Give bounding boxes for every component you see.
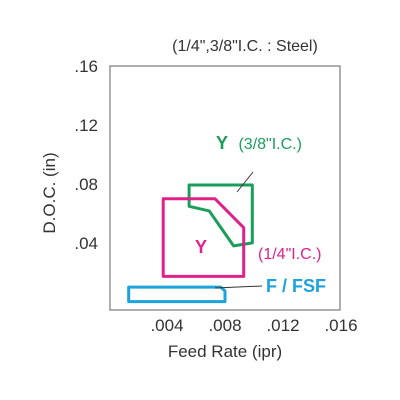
leader-line-f-fsf <box>214 285 263 289</box>
chart-title: (1/4",3/8"I.C. : Steel) <box>172 38 318 55</box>
regions <box>127 183 254 304</box>
label-f-fsf: F / FSF <box>266 276 326 296</box>
y-tick-label: .08 <box>74 175 98 194</box>
region-y-3-8-ic <box>187 183 254 248</box>
x-tick-label: .016 <box>324 316 357 335</box>
plot-frame <box>109 65 341 311</box>
x-axis-title: Feed Rate (ipr) <box>168 342 282 361</box>
label-3-8-ic: Y (3/8"I.C.) <box>216 133 302 153</box>
y-axis-title: D.O.C. (in) <box>40 152 59 233</box>
x-tick-label: .008 <box>208 316 241 335</box>
y-tick-label: .12 <box>74 116 98 135</box>
region-y-1-4-ic <box>161 197 246 278</box>
y-tick-label: .16 <box>74 57 98 76</box>
detail-3-8: (3/8"I.C.) <box>238 136 301 153</box>
y-tick-label: .04 <box>74 234 98 253</box>
x-tick-labels: .004 .008 .012 .016 <box>150 316 357 335</box>
x-tick-label: .004 <box>150 316 183 335</box>
y-tick-labels: .04 .08 .12 .16 <box>74 57 98 253</box>
region-f-fsf <box>127 285 227 304</box>
region-labels: Y (3/8"I.C.) Y (1/4"I.C.) F / FSF <box>195 133 326 296</box>
grade-y-3-8: Y <box>216 133 228 153</box>
grade-y-1-4: Y <box>195 237 207 257</box>
detail-1-4: (1/4"I.C.) <box>258 246 321 263</box>
leader-line-3-8 <box>236 171 254 193</box>
x-tick-label: .012 <box>266 316 299 335</box>
